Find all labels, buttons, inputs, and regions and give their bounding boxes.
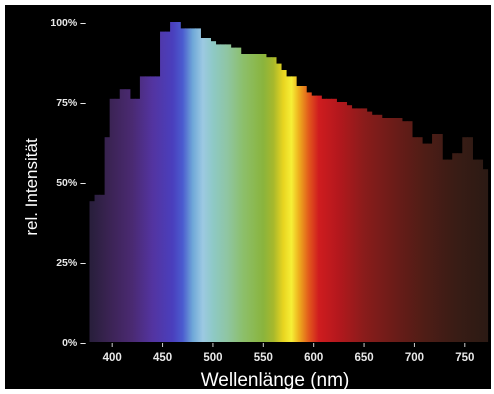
spectrum-bar — [356, 108, 363, 343]
spectrum-bar — [386, 118, 393, 342]
spectrum-bar — [260, 54, 267, 342]
spectrum-bar — [351, 108, 358, 343]
spectrum-bar — [134, 98, 141, 342]
spectrum-bar — [472, 159, 478, 342]
spectrum-bar — [331, 98, 337, 342]
spectrum-bar — [149, 76, 156, 343]
y-tick-label: 25% – — [56, 257, 86, 269]
spectrum-bar — [165, 31, 171, 342]
spectrum-bar — [361, 108, 368, 343]
spectrum-bar — [442, 159, 448, 342]
spectrum-bar — [437, 134, 443, 342]
spectrum-bar — [396, 118, 403, 342]
spectrum-bar — [321, 98, 327, 342]
spectrum-bar — [139, 76, 146, 343]
x-axis: 400 450 500 550 600 650 700 750 — [103, 343, 474, 364]
spectrum-bar — [285, 76, 292, 343]
spectrum-bar — [381, 118, 388, 342]
spectrum-bar — [401, 121, 408, 342]
spectrum-bar — [225, 44, 232, 343]
spectrum-bar — [280, 70, 287, 342]
spectrum-bar — [462, 137, 468, 342]
spectrum-bar — [291, 76, 297, 343]
spectrum-bar — [114, 98, 121, 342]
spectrum-bar — [452, 153, 458, 342]
spectrum-bar — [411, 137, 418, 342]
spectrum-bar — [235, 47, 242, 342]
spectrum-bar — [195, 28, 201, 343]
spectrum-bar — [482, 169, 489, 342]
spectrum-bar — [427, 143, 433, 342]
spectrum-bar — [477, 159, 484, 342]
x-tick-label: 700 — [405, 352, 424, 364]
spectrum-bar — [336, 102, 342, 342]
x-axis-title: Wellenlänge (nm) — [201, 370, 350, 391]
spectrum-bar — [124, 89, 131, 342]
spectrum-bar — [210, 41, 217, 342]
spectrum-bar — [99, 194, 106, 342]
y-tick-label: 100% – — [50, 17, 86, 29]
spectrum-bar — [341, 102, 348, 342]
spectrum-bar — [185, 28, 191, 343]
spectrum-bar — [129, 98, 136, 342]
spectrum-bar — [306, 92, 312, 343]
spectrum-bar — [205, 38, 212, 342]
x-tick-label: 500 — [203, 352, 222, 364]
spectrum-bar — [391, 118, 398, 342]
spectrum-bar — [160, 31, 166, 342]
spectrum-bar — [366, 111, 373, 342]
spectrum-bar — [416, 137, 423, 342]
spectrum-bar — [376, 114, 383, 342]
y-tick-label: 0% – — [62, 337, 86, 349]
spectrum-bar — [240, 54, 247, 342]
x-tick-label: 650 — [354, 352, 373, 364]
spectrum-bar — [255, 54, 262, 342]
spectrum-bar — [346, 105, 353, 342]
spectrum-bar — [457, 153, 463, 342]
spectrum-bar — [109, 98, 116, 342]
spectrum-bar — [119, 89, 126, 342]
y-tick-label: 75% – — [56, 97, 86, 109]
x-tick-label: 750 — [455, 352, 474, 364]
spectrum-bar — [265, 57, 272, 342]
spectrum-bar — [190, 28, 196, 343]
spectrum-bar — [316, 95, 322, 342]
spectrum-bar — [215, 44, 222, 343]
spectrum-bar — [250, 54, 257, 342]
spectrum-bar — [301, 86, 307, 342]
x-tick-label: 400 — [103, 352, 122, 364]
spectrum-bar — [326, 98, 332, 342]
spectrum-bar — [89, 201, 96, 342]
x-tick-label: 600 — [304, 352, 323, 364]
y-tick-label: 50% – — [56, 177, 86, 189]
x-tick-label: 550 — [254, 352, 273, 364]
spectrum-bar — [245, 54, 252, 342]
spectrum-bar — [200, 38, 206, 342]
spectrum-bar — [170, 22, 176, 342]
spectrum-bars — [89, 22, 489, 343]
spectrum-bar — [230, 47, 237, 342]
spectrum-bar — [432, 134, 438, 342]
spectrum-bar — [311, 95, 317, 342]
spectrum-bar — [275, 63, 282, 342]
spectrum-bar — [220, 44, 227, 343]
spectrum-bar — [144, 76, 151, 343]
spectrum-bar — [371, 114, 378, 342]
spectrum-bar — [296, 86, 302, 342]
spectrum-bar — [155, 76, 161, 343]
y-axis-title: rel. Intensität — [22, 138, 41, 236]
spectrum-bar — [104, 137, 111, 342]
spectrum-bar — [270, 57, 277, 342]
spectrum-bar — [94, 194, 101, 342]
spectrum-bar — [421, 143, 428, 342]
spectrum-bar — [180, 28, 186, 343]
spectrum-bar — [447, 159, 453, 342]
y-axis: 0% – 25% – 50% – 75% – 100% – — [50, 17, 86, 349]
spectrum-bar — [406, 121, 413, 342]
x-tick-label: 450 — [153, 352, 172, 364]
spectrum-bar — [467, 137, 473, 342]
spectrum-bar — [175, 22, 181, 342]
